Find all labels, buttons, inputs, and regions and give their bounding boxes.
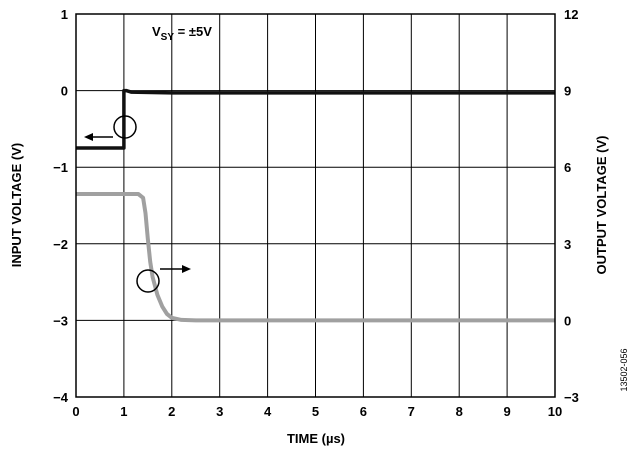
x-tick-label: 9 (503, 404, 510, 419)
left-y-tick-labels: 1 0 −1 −2 −3 −4 (53, 7, 69, 405)
axis-markers (84, 115, 191, 293)
input-voltage-series-line (76, 88, 555, 150)
output-series-circle-marker (136, 269, 160, 293)
plot-frame (75, 13, 556, 398)
left-y-axis-label: INPUT VOLTAGE (V) (9, 143, 24, 267)
x-tick-label: 0 (72, 404, 79, 419)
left-y-tick-label: −4 (53, 390, 69, 405)
left-y-tick-label: −2 (53, 237, 68, 252)
x-tick-label: 1 (120, 404, 127, 419)
left-y-tick-label: −3 (53, 313, 68, 328)
x-axis-label: TIME (µs) (287, 431, 345, 446)
right-y-tick-label: 12 (564, 7, 578, 22)
right-y-tick-label: 0 (564, 313, 571, 328)
right-y-tick-label: 6 (564, 160, 571, 175)
x-tick-label: 5 (312, 404, 319, 419)
x-tick-label: 7 (408, 404, 415, 419)
output-voltage-series-line (76, 192, 555, 323)
right-y-tick-label: 9 (564, 84, 571, 99)
x-tick-label: 10 (548, 404, 562, 419)
supply-voltage-value: = ±5V (174, 24, 212, 39)
supply-voltage-annotation: VSY = ±5V (152, 24, 212, 43)
right-y-tick-labels: 12 9 6 3 0 −3 (564, 7, 579, 405)
figure-id: 13502-056 (619, 348, 629, 391)
left-y-tick-label: −1 (53, 160, 68, 175)
x-tick-label: 4 (264, 404, 272, 419)
supply-voltage-main: V (152, 24, 161, 39)
grid (76, 14, 555, 397)
right-y-tick-label: 3 (564, 237, 571, 252)
series-layer (76, 88, 555, 323)
output-series-arrow-head (182, 265, 191, 273)
supply-voltage-subscript: SY (161, 32, 175, 43)
x-tick-labels: 0 1 2 3 4 5 6 7 8 9 10 (72, 404, 562, 419)
x-tick-label: 8 (456, 404, 463, 419)
right-y-axis-label: OUTPUT VOLTAGE (V) (594, 136, 609, 275)
x-tick-label: 3 (216, 404, 223, 419)
left-y-tick-label: 0 (61, 84, 68, 99)
left-y-tick-label: 1 (61, 7, 68, 22)
x-tick-label: 2 (168, 404, 175, 419)
right-y-tick-label: −3 (564, 390, 579, 405)
x-tick-label: 6 (360, 404, 367, 419)
input-series-arrow-head (84, 133, 93, 141)
input-series-circle-marker (113, 115, 137, 139)
